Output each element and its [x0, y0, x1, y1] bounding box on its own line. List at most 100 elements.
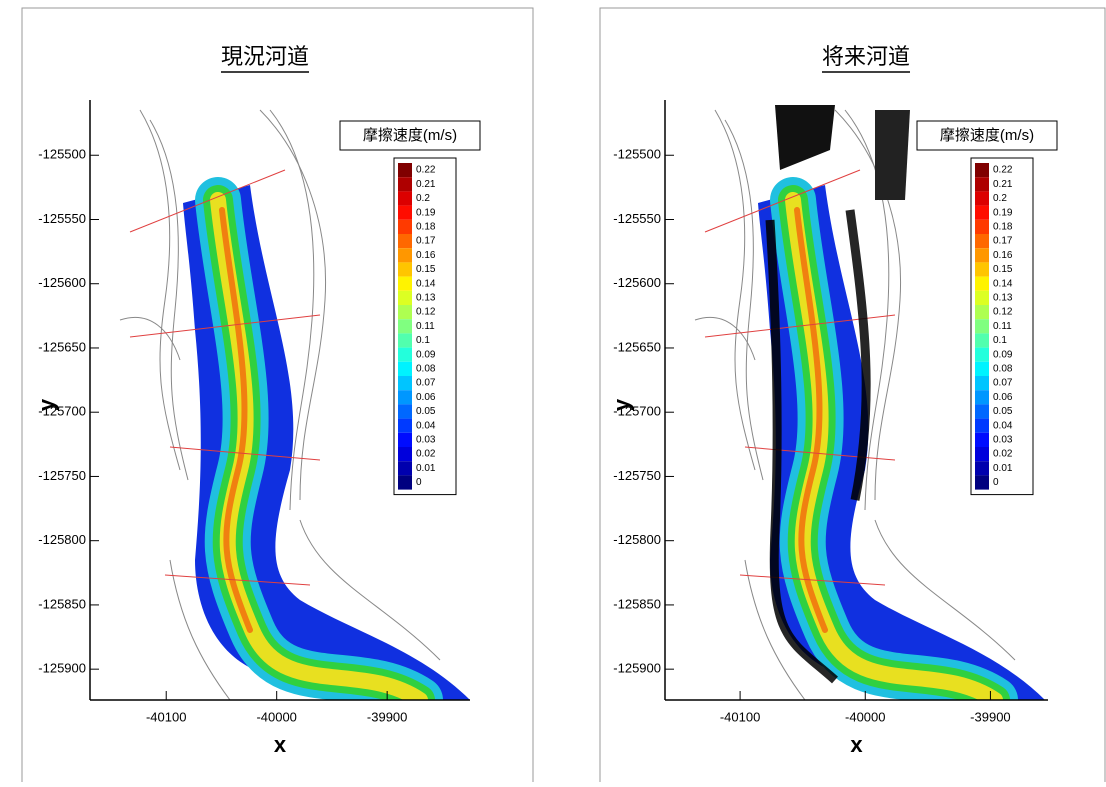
- y-tick-label: -125800: [38, 532, 86, 547]
- colorbar-swatch: [398, 475, 412, 489]
- y-tick-label: -125500: [613, 147, 661, 162]
- colorbar-swatch: [975, 248, 989, 262]
- y-tick-label: -125750: [613, 468, 661, 483]
- colorbar-swatch: [975, 433, 989, 447]
- colorbar-swatch: [398, 291, 412, 305]
- colorbar-label: 0.07: [993, 378, 1013, 389]
- colorbar-swatch: [398, 390, 412, 404]
- colorbar-swatch: [975, 348, 989, 362]
- colorbar-label: 0.2: [416, 193, 430, 204]
- colorbar-label: 0.08: [416, 364, 436, 375]
- colorbar-label: 0.18: [993, 222, 1013, 233]
- colorbar-swatch: [975, 305, 989, 319]
- colorbar-label: 0.16: [416, 250, 436, 261]
- colorbar-label: 0.03: [416, 435, 436, 446]
- colorbar-label: 0.13: [993, 293, 1013, 304]
- y-tick-label: -125500: [38, 147, 86, 162]
- y-tick-label: -125850: [613, 596, 661, 611]
- colorbar-swatch: [975, 206, 989, 220]
- chart-title: 将来河道: [822, 44, 910, 69]
- colorbar-swatch: [975, 362, 989, 376]
- colorbar-swatch: [975, 333, 989, 347]
- colorbar-label: 0.21: [993, 179, 1013, 190]
- colorbar-label: 0.16: [993, 250, 1013, 261]
- figure: 現況河道-125500-125550-125600-125650-125700-…: [0, 0, 1106, 782]
- colorbar-label: 0.12: [416, 307, 436, 318]
- x-tick-label: -40100: [720, 709, 760, 724]
- colorbar-swatch: [975, 177, 989, 191]
- colorbar-swatch: [975, 390, 989, 404]
- colorbar-swatch: [975, 319, 989, 333]
- colorbar-swatch: [398, 404, 412, 418]
- colorbar-label: 0.03: [993, 435, 1013, 446]
- x-axis-label: x: [274, 732, 287, 757]
- colorbar-title: 摩擦速度(m/s): [940, 126, 1034, 144]
- colorbar-swatch: [975, 475, 989, 489]
- colorbar-label: 0.01: [416, 463, 436, 474]
- colorbar-label: 0.02: [416, 449, 436, 460]
- colorbar-label: 0.15: [416, 264, 436, 275]
- colorbar-swatch: [398, 433, 412, 447]
- colorbar-swatch: [398, 277, 412, 291]
- y-tick-label: -125650: [613, 339, 661, 354]
- colorbar-swatch: [398, 348, 412, 362]
- x-tick-label: -40000: [256, 709, 296, 724]
- colorbar-label: 0.11: [416, 321, 435, 332]
- colorbar-label: 0.04: [993, 420, 1013, 431]
- colorbar-swatch: [398, 333, 412, 347]
- colorbar-swatch: [398, 319, 412, 333]
- colorbar-label: 0.22: [993, 165, 1013, 176]
- x-tick-label: -40100: [146, 709, 186, 724]
- colorbar-swatch: [398, 461, 412, 475]
- colorbar-label: 0.2: [993, 193, 1007, 204]
- colorbar-swatch: [975, 404, 989, 418]
- colorbar-swatch: [398, 177, 412, 191]
- colorbar-title: 摩擦速度(m/s): [363, 126, 457, 144]
- colorbar-label: 0.21: [416, 179, 436, 190]
- colorbar-swatch: [975, 447, 989, 461]
- colorbar-label: 0: [416, 477, 422, 488]
- colorbar-swatch: [975, 461, 989, 475]
- colorbar-swatch: [398, 191, 412, 205]
- colorbar-label: 0.11: [993, 321, 1012, 332]
- colorbar-label: 0.18: [416, 222, 436, 233]
- colorbar-label: 0.14: [416, 278, 436, 289]
- colorbar-label: 0.05: [993, 406, 1013, 417]
- colorbar-label: 0.02: [993, 449, 1013, 460]
- y-tick-label: -125900: [613, 661, 661, 676]
- chart-title: 現況河道: [221, 44, 309, 69]
- colorbar-swatch: [975, 277, 989, 291]
- colorbar-label: 0.07: [416, 378, 436, 389]
- y-axis-label: y: [609, 398, 634, 411]
- colorbar-swatch: [398, 376, 412, 390]
- y-tick-label: -125650: [38, 339, 86, 354]
- colorbar-swatch: [398, 419, 412, 433]
- colorbar-label: 0.08: [993, 364, 1013, 375]
- y-tick-label: -125850: [38, 596, 86, 611]
- colorbar-swatch: [975, 234, 989, 248]
- colorbar-swatch: [398, 262, 412, 276]
- colorbar-label: 0.22: [416, 165, 436, 176]
- page: 現況河道-125500-125550-125600-125650-125700-…: [0, 0, 1106, 782]
- colorbar-label: 0.17: [416, 236, 436, 247]
- colorbar-swatch: [975, 163, 989, 177]
- y-tick-label: -125750: [38, 468, 86, 483]
- colorbar-swatch: [975, 419, 989, 433]
- colorbar-label: 0.04: [416, 420, 436, 431]
- y-tick-label: -125550: [38, 211, 86, 226]
- colorbar-swatch: [398, 248, 412, 262]
- colorbar-swatch: [975, 291, 989, 305]
- colorbar-swatch: [398, 220, 412, 234]
- colorbar-label: 0.01: [993, 463, 1013, 474]
- colorbar-label: 0.12: [993, 307, 1013, 318]
- colorbar-swatch: [398, 234, 412, 248]
- colorbar-label: 0.09: [416, 349, 436, 360]
- colorbar-swatch: [398, 206, 412, 220]
- y-tick-label: -125600: [613, 275, 661, 290]
- y-tick-label: -125600: [38, 275, 86, 290]
- colorbar-swatch: [975, 262, 989, 276]
- x-axis-label: x: [850, 732, 863, 757]
- colorbar-label: 0.06: [416, 392, 436, 403]
- colorbar-swatch: [975, 191, 989, 205]
- y-axis-label: y: [34, 398, 59, 411]
